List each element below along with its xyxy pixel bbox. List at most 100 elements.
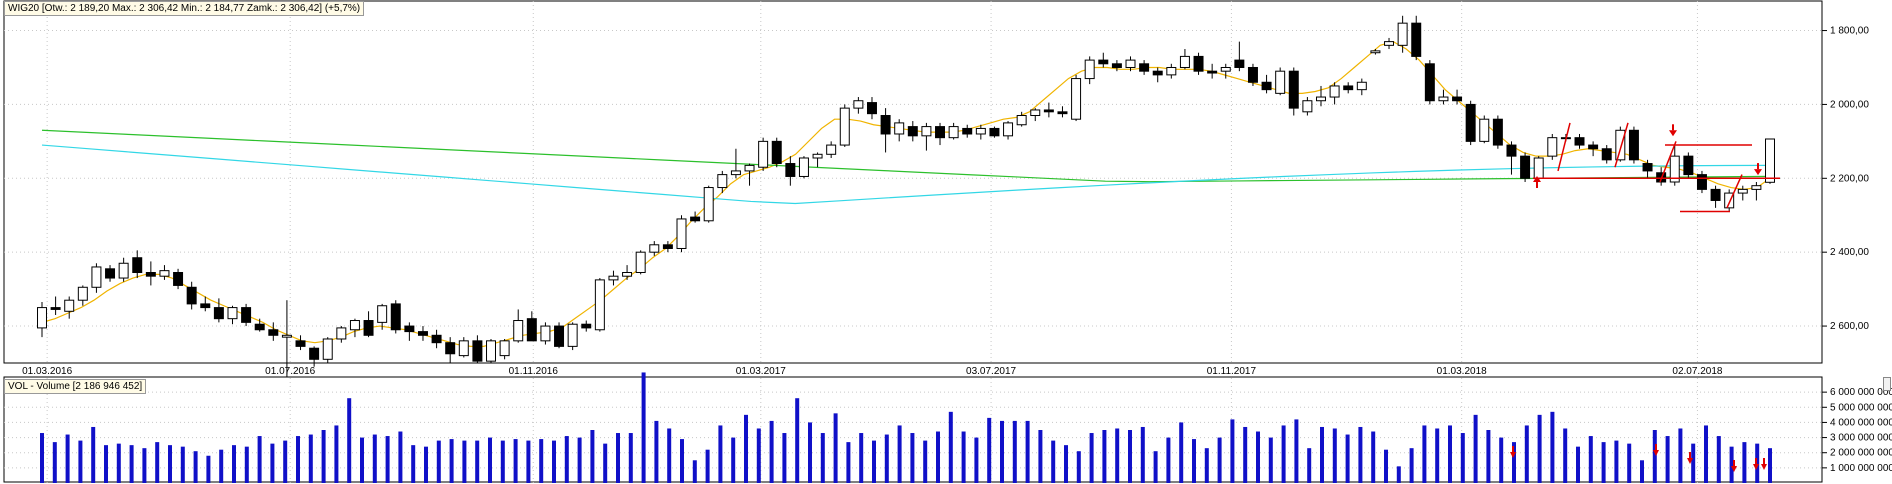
volume-bar [974, 437, 979, 483]
ma-mid-line [41, 144, 1771, 205]
volume-bar [1358, 426, 1363, 483]
candle-up [567, 323, 578, 347]
candle-up [826, 144, 837, 155]
candle-up [336, 327, 347, 340]
volume-tick-label: 5 000 000 000 [1830, 402, 1892, 413]
candle-down [173, 272, 184, 286]
volume-bar [1588, 436, 1593, 483]
volume-bar [1179, 422, 1184, 483]
candle-down [1207, 70, 1218, 74]
candle-up [377, 305, 388, 323]
candle-down [241, 307, 252, 323]
volume-bar [244, 446, 249, 483]
volume-panel: 6 000 000 000 5 000 000 000 4 000 000 000 3… [3, 372, 1892, 483]
volume-bar [628, 433, 633, 483]
trend-line [1557, 122, 1571, 172]
candle-down [105, 268, 116, 279]
volume-bar [488, 437, 492, 483]
candle-down [554, 325, 565, 347]
candle-down [295, 340, 306, 347]
volume-bar [91, 426, 96, 483]
volume-bar [270, 443, 275, 483]
volume-bar [1627, 443, 1632, 483]
candle-up [499, 340, 510, 357]
volume-bar [1153, 451, 1158, 483]
volume-bar [1640, 460, 1644, 483]
volume-bar [1652, 430, 1657, 483]
volume-bar [1614, 440, 1619, 483]
volume-bar [616, 433, 620, 483]
candle-up [1030, 109, 1041, 117]
candle-down [1111, 63, 1122, 68]
candle-up [676, 218, 687, 249]
candle-up [458, 340, 469, 357]
candle-down [785, 163, 796, 177]
candle-up [1016, 115, 1027, 126]
volume-bar [1332, 428, 1337, 483]
date-tick-label: 01.03.2017 [736, 366, 786, 377]
volume-bar [129, 445, 134, 483]
volume-bar [577, 437, 582, 483]
candle-down [431, 334, 442, 344]
volume-bar [1204, 448, 1209, 483]
candle-up [894, 122, 905, 135]
volume-arrow [1753, 464, 1759, 470]
candle-down [200, 303, 211, 309]
volume-bar [449, 439, 454, 483]
candle-up [349, 320, 360, 331]
candle-down [1247, 66, 1258, 83]
candle-down [866, 102, 877, 115]
candle-up [64, 299, 75, 312]
candle-up [1615, 129, 1626, 161]
candle-down [1057, 111, 1068, 115]
volume-bar [641, 372, 646, 483]
volume-bar [1371, 431, 1376, 483]
arrow-down [1669, 130, 1677, 137]
candle-up [1125, 59, 1136, 68]
candle-down [662, 244, 673, 249]
volume-bar [1089, 433, 1094, 483]
panel-resize-handle[interactable] [1883, 377, 1891, 391]
volume-bar [1268, 437, 1273, 483]
volume-bar [833, 413, 838, 483]
candle-down [1710, 188, 1721, 201]
candle-down [907, 126, 918, 137]
date-tick-label: 01.11.2016 [509, 366, 559, 377]
candle-up [594, 279, 605, 331]
volume-bar [411, 445, 416, 483]
volume-bar [1128, 430, 1132, 483]
candle-up [37, 307, 47, 329]
volume-bar [1038, 430, 1043, 483]
volume-bar [1486, 430, 1491, 483]
volume-bar [897, 425, 902, 483]
candle-down [989, 127, 1000, 137]
candle-up [798, 157, 809, 177]
candle-up [1765, 138, 1775, 183]
volume-bar [1512, 442, 1516, 483]
volume-bar [1166, 437, 1171, 483]
volume-bar [193, 451, 198, 483]
volume-bar [1665, 436, 1670, 483]
volume-bar [1294, 419, 1299, 483]
volume-bar [731, 437, 736, 483]
volume-bar [654, 420, 659, 483]
volume-bar [1256, 431, 1260, 483]
volume-bar [769, 420, 774, 483]
volume-bar [692, 460, 697, 483]
trend-line [1726, 174, 1743, 209]
volume-bar [1384, 449, 1388, 483]
candle-down [1152, 70, 1163, 76]
candle-down [1139, 63, 1150, 72]
price-tick-label: 2 400,00 [1830, 247, 1869, 258]
candle-down [186, 286, 197, 305]
candle-up [1179, 55, 1190, 68]
candle-down [268, 329, 279, 336]
volume-bar [1102, 430, 1107, 483]
volume-tick-label: 4 000 000 000 [1830, 417, 1892, 428]
volume-arrow [1510, 452, 1516, 458]
candle-down [1452, 96, 1463, 102]
candle-down [1465, 103, 1476, 142]
volume-bar [1000, 420, 1004, 483]
price-y-axis: 2 600,00 2 400,00 2 200,00 2 000,00 1 800,00 [1822, 26, 1869, 332]
volume-bar [1409, 448, 1414, 483]
